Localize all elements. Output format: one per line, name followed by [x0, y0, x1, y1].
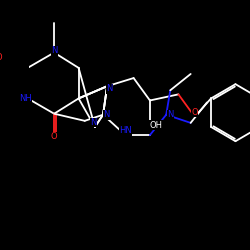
Text: O: O [0, 53, 2, 62]
Text: OH: OH [150, 121, 162, 130]
Text: O: O [51, 132, 58, 141]
Text: HN: HN [119, 126, 132, 135]
Text: NH: NH [19, 94, 32, 103]
Text: N: N [104, 110, 110, 119]
Text: N: N [51, 46, 57, 55]
Text: N: N [168, 110, 174, 119]
Text: N: N [106, 84, 113, 93]
Text: N: N [90, 118, 96, 127]
Text: O: O [192, 108, 198, 117]
